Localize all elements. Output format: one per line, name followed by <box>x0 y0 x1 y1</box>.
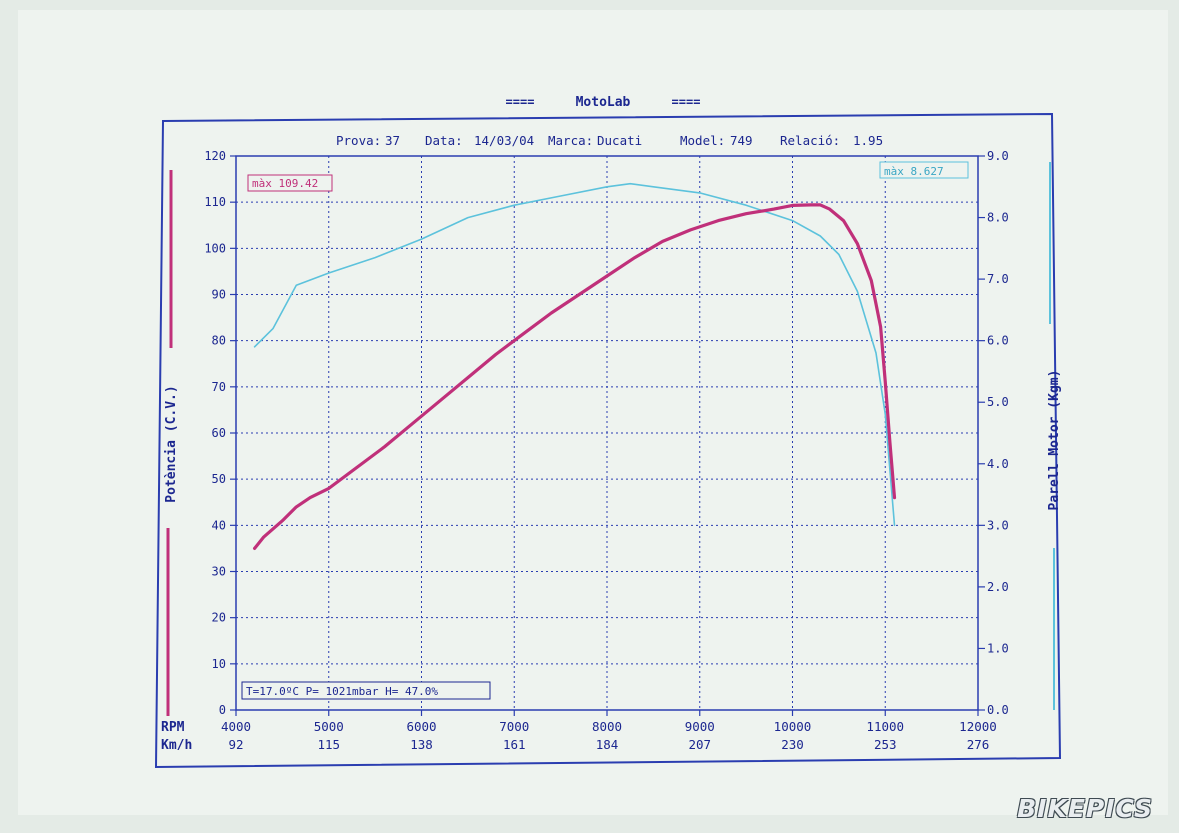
x-tick-label: 9000 <box>685 719 715 734</box>
y-left-tick-label: 120 <box>204 149 226 163</box>
relacio-label: Relació: <box>780 133 840 148</box>
y-left-axis-label: Potència (C.V.) <box>164 385 179 502</box>
x2-tick-label: 253 <box>874 737 897 752</box>
model-label: Model: <box>680 133 725 148</box>
data-label: Data: <box>425 133 463 148</box>
y-right-tick-label: 3.0 <box>987 518 1009 532</box>
x-tick-label: 8000 <box>592 719 622 734</box>
x-tick-label: 11000 <box>866 719 904 734</box>
y-left-tick-label: 40 <box>212 518 226 532</box>
y-left-tick-label: 100 <box>204 241 226 255</box>
y-left-tick-label: 30 <box>212 565 226 579</box>
model-value: 749 <box>730 133 753 148</box>
x2-tick-label: 161 <box>503 737 526 752</box>
x-tick-label: 5000 <box>314 719 344 734</box>
x2-tick-label: 138 <box>410 737 433 752</box>
y-right-tick-label: 1.0 <box>987 641 1009 655</box>
x-tick-label: 7000 <box>499 719 529 734</box>
prova-value: 37 <box>385 133 400 148</box>
marca-value: Ducati <box>597 133 642 148</box>
x2-tick-label: 276 <box>967 737 990 752</box>
y-right-tick-label: 2.0 <box>987 580 1009 594</box>
y-left-tick-label: 90 <box>212 288 226 302</box>
max-torque-box <box>879 161 969 179</box>
power-series-line <box>253 203 897 551</box>
x2-tick-label: 207 <box>688 737 711 752</box>
y-left-tick-label: 80 <box>212 334 226 348</box>
data-value: 14/03/04 <box>474 133 534 148</box>
conditions-annotation: T=17.0ºC P= 1021mbar H= 47.0% <box>246 685 438 698</box>
y-left-tick-label: 0 <box>219 703 226 717</box>
x-axis-label: RPM <box>161 720 185 735</box>
y-left-tick-label: 20 <box>212 611 226 625</box>
x-tick-label: 12000 <box>959 719 997 734</box>
outer-frame <box>154 112 1062 769</box>
x2-tick-label: 184 <box>596 737 619 752</box>
y-left-tick-label: 110 <box>204 195 226 209</box>
watermark-logo: BIKEPICS <box>1017 794 1153 823</box>
dyno-sheet: ==== MotoLab ==== Prova: 37 Data: 14/03/… <box>18 10 1168 815</box>
max-power-annotation: màx 109.42 <box>252 177 318 190</box>
y-left-tick-label: 70 <box>212 380 226 394</box>
x2-tick-label: 230 <box>781 737 804 752</box>
y-right-axis-label: Parell Motor (Kgm) <box>1047 370 1062 511</box>
y-right-tick-label: 5.0 <box>987 395 1009 409</box>
y-right-tick-label: 6.0 <box>987 334 1009 348</box>
dyno-chart: ==== MotoLab ==== Prova: 37 Data: 14/03/… <box>154 95 1062 769</box>
torque-series-line <box>253 182 896 527</box>
title-deco-right: ==== <box>672 95 701 109</box>
max-power-box <box>247 174 333 192</box>
relacio-value: 1.95 <box>853 133 883 148</box>
conditions-box <box>241 681 491 700</box>
max-torque-annotation: màx 8.627 <box>884 165 944 178</box>
x2-axis-label: Km/h <box>161 738 192 753</box>
y-right-tick-label: 0.0 <box>987 703 1009 717</box>
y-left-tick-label: 50 <box>212 472 226 486</box>
x-tick-label: 4000 <box>221 719 251 734</box>
y-right-tick-label: 7.0 <box>987 272 1009 286</box>
x2-tick-label: 92 <box>228 737 243 752</box>
y-left-tick-label: 10 <box>212 657 226 671</box>
x2-tick-label: 115 <box>317 737 340 752</box>
y-right-tick-label: 8.0 <box>987 211 1009 225</box>
prova-label: Prova: <box>336 133 381 148</box>
x-tick-label: 10000 <box>774 719 812 734</box>
y-right-tick-label: 9.0 <box>987 149 1009 163</box>
title-deco-left: ==== <box>506 95 535 109</box>
y-right-tick-label: 4.0 <box>987 457 1009 471</box>
x-tick-label: 6000 <box>406 719 436 734</box>
y-left-tick-label: 60 <box>212 426 226 440</box>
marca-label: Marca: <box>548 133 593 148</box>
chart-title: MotoLab <box>576 95 631 110</box>
